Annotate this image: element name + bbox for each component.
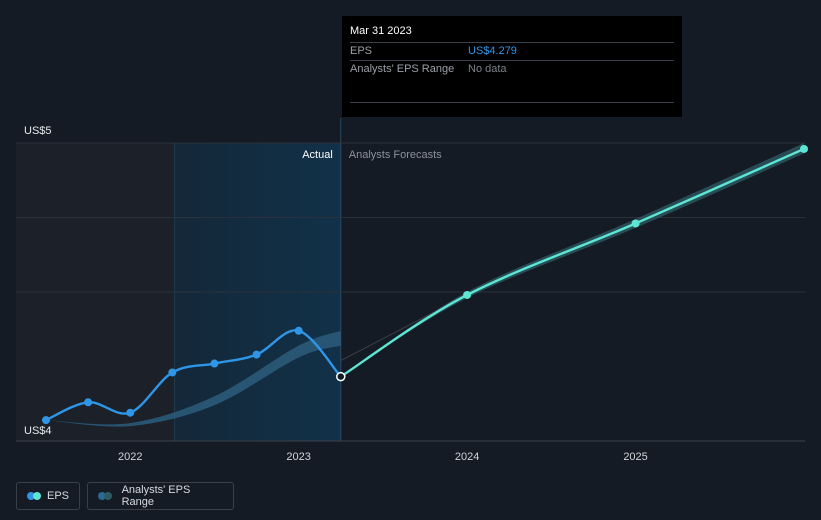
eps-point [126,408,135,417]
y-label-top: US$5 [24,125,52,137]
eps-legend-icon [27,492,41,500]
eps-forecast-point [463,290,472,299]
legend-item-eps[interactable]: EPS [16,482,80,510]
y-label-bottom: US$4 [24,425,52,437]
eps-point [168,368,177,377]
eps-point-current [336,371,346,382]
eps-point [84,398,93,407]
legend-eps-label: EPS [46,490,69,502]
x-tick-label: 2023 [286,451,310,463]
forecast-label: Analysts Forecasts [349,149,442,161]
legend-item-eps-range[interactable]: Analysts' EPS Range [87,482,234,510]
eps-range-legend-icon [98,492,114,500]
tooltip-range-value: No data [468,63,507,75]
eps-point [42,416,50,425]
tooltip-date: Mar 31 2023 [350,25,412,37]
eps-forecast-line [339,147,806,378]
x-tick-label: 2025 [623,451,647,463]
actual-label: Actual [302,149,333,161]
eps-point [210,359,219,368]
legend-range-label: Analysts' EPS Range [121,484,191,508]
x-tick-label: 2022 [118,451,142,463]
eps-point [252,350,261,359]
eps-forecast-point [800,144,808,153]
forecast-range-band [340,143,804,377]
tooltip-row-range: Analysts' EPS Range No data [350,60,674,78]
tooltip: Mar 31 2023 EPS US$4.279 Analysts' EPS R… [342,16,682,117]
x-tick-label: 2024 [455,451,479,463]
tooltip-eps-label: EPS [350,45,373,57]
tooltip-eps-value: US$4.279 [468,45,517,57]
tooltip-range-label: Analysts' EPS Range [350,63,455,75]
tooltip-row-eps: EPS US$4.279 [350,42,674,60]
eps-point [294,326,303,335]
eps-forecast-point [631,219,640,228]
